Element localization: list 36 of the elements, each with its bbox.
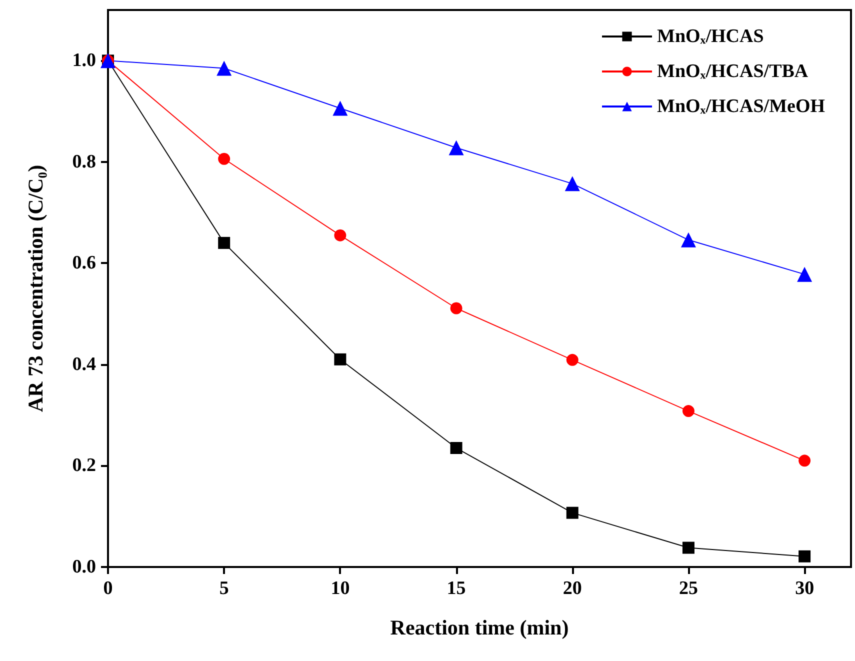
- x-tick-label: 15: [446, 578, 466, 599]
- x-tick-label: 30: [795, 578, 814, 599]
- x-tick-label: 25: [678, 578, 698, 599]
- point: [797, 266, 812, 282]
- point: [332, 100, 348, 116]
- point: [334, 229, 346, 242]
- y-tick-label: 1.0: [72, 50, 96, 72]
- point: [334, 353, 346, 366]
- y-tick-label: 0.6: [72, 252, 96, 274]
- y-tick-label: 0.2: [72, 455, 96, 476]
- y-tick-label: 0.4: [72, 354, 96, 375]
- x-tick-label: 20: [562, 578, 582, 599]
- x-tick-label: 10: [330, 578, 350, 599]
- point: [798, 550, 811, 562]
- point: [680, 232, 696, 248]
- point: [798, 454, 811, 467]
- point: [218, 236, 230, 249]
- legend-label: MnOₓ/HCAS: [657, 26, 764, 47]
- point: [682, 405, 694, 418]
- x-axis-title: Reaction time (min): [390, 616, 569, 640]
- y-axis-title: AR 73 concentration (C/C₀): [24, 164, 48, 412]
- y-tick-label: 0.8: [72, 151, 96, 172]
- point: [450, 442, 462, 454]
- legend-label: MnOₓ/HCAS/TBA: [657, 61, 808, 82]
- point: [450, 302, 462, 314]
- legend-label: MnOₓ/HCAS/MeOH: [657, 96, 826, 117]
- point: [448, 140, 464, 156]
- y-tick-label: 0.0: [72, 556, 96, 578]
- x-tick-label: 5: [219, 578, 229, 599]
- point: [564, 176, 580, 192]
- x-tick-label: 0: [103, 578, 113, 599]
- point: [682, 542, 694, 554]
- point: [218, 152, 230, 165]
- point: [216, 60, 232, 76]
- point: [566, 506, 578, 519]
- point: [566, 354, 578, 366]
